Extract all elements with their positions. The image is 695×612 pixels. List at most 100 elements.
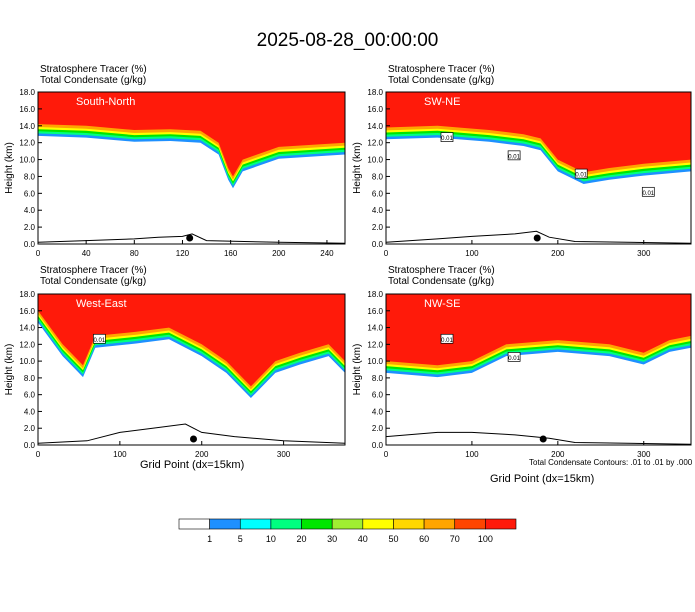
- x-tick-label: 300: [277, 450, 291, 459]
- x-tick-label: 100: [465, 249, 479, 258]
- x-tick-label: 100: [113, 450, 127, 459]
- tracer-band-1: [38, 92, 345, 177]
- y-tick-label: 12.0: [19, 340, 35, 349]
- y-tick-label: 2.0: [24, 223, 36, 232]
- main-title: 2025-08-28_00:00:00: [256, 30, 439, 51]
- y-tick-label: 0.0: [372, 441, 384, 450]
- y-tick-label: 10.0: [367, 357, 383, 366]
- y-tick-label: 12.0: [367, 139, 383, 148]
- x-tick-label: 200: [551, 249, 565, 258]
- plot-frame: [385, 91, 692, 245]
- panel-title: South-North: [76, 96, 135, 108]
- terrain-line: [37, 423, 346, 444]
- y-tick-label: 12.0: [367, 340, 383, 349]
- colorbar-tick-label: 10: [266, 534, 276, 544]
- terrain-line: [385, 230, 692, 244]
- svg-text:0.01: 0.01: [94, 338, 106, 344]
- y-tick-label: 4.0: [372, 206, 384, 215]
- y-tick-label: 6.0: [24, 391, 36, 400]
- y-axis-label: Height (km): [352, 142, 363, 194]
- location-marker: [533, 234, 541, 242]
- y-tick-label: 8.0: [372, 374, 384, 383]
- y-tick-label: 16.0: [367, 307, 383, 316]
- location-marker: [186, 234, 194, 242]
- plot-frame: [385, 293, 692, 446]
- tracer-band-1: [386, 92, 691, 173]
- y-tick-label: 2.0: [24, 424, 36, 433]
- contour-label: 0.01: [507, 352, 521, 362]
- x-tick-label: 240: [320, 249, 334, 258]
- colorbar-tick-label: 60: [419, 534, 429, 544]
- x-axis-label-right: Grid Point (dx=15km): [490, 473, 595, 485]
- y-tick-label: 12.0: [19, 139, 35, 148]
- panel-2-subtitle: Stratosphere Tracer (%) Total Condensate…: [388, 64, 495, 86]
- colorbar-swatch: [393, 518, 425, 530]
- contour-label: 0.01: [574, 168, 588, 179]
- colorbar-swatch: [423, 518, 456, 530]
- y-tick-label: 16.0: [19, 307, 35, 316]
- svg-text:0.01: 0.01: [441, 136, 453, 142]
- colorbar-tick-label: 70: [450, 534, 460, 544]
- panel-title: SW-NE: [424, 96, 460, 108]
- y-tick-label: 18.0: [367, 290, 383, 299]
- colorbar-swatch: [239, 518, 272, 530]
- contour-label: 0.01: [93, 333, 106, 344]
- colorbar-tick-label: 100: [478, 534, 493, 544]
- colorbar-swatch: [362, 518, 394, 530]
- y-tick-label: 0.0: [372, 240, 384, 249]
- panel-1-subtitle: Stratosphere Tracer (%) Total Condensate…: [40, 64, 147, 86]
- svg-text:0.01: 0.01: [508, 154, 520, 160]
- y-axis-label: Height (km): [4, 344, 15, 396]
- colorbar-swatch: [270, 518, 302, 530]
- colorbar-tick-label: 40: [358, 534, 368, 544]
- terrain-line: [37, 233, 346, 244]
- subtitle-condensate: Total Condensate (g/kg): [40, 75, 147, 86]
- y-tick-label: 8.0: [24, 374, 36, 383]
- panel-title: NW-SE: [424, 298, 460, 310]
- y-tick-label: 10.0: [19, 156, 35, 165]
- x-tick-label: 200: [195, 450, 209, 459]
- tracer-band-1: [38, 294, 345, 387]
- y-tick-label: 16.0: [19, 105, 35, 114]
- y-tick-label: 18.0: [19, 88, 35, 97]
- x-tick-label: 200: [551, 450, 565, 459]
- location-marker: [190, 435, 197, 443]
- location-marker: [539, 435, 547, 443]
- y-axis-label: Height (km): [352, 344, 363, 396]
- contour-label: 0.01: [440, 333, 453, 344]
- x-tick-label: 0: [36, 249, 41, 258]
- x-tick-label: 300: [637, 450, 651, 459]
- y-tick-label: 18.0: [19, 290, 35, 299]
- colorbar-tick-label: 50: [388, 534, 398, 544]
- y-tick-label: 6.0: [372, 391, 384, 400]
- y-tick-label: 8.0: [372, 172, 384, 181]
- panel-4: 0.01 0.01 0.0 2.0 4.0 6.0 8.0 10.0 12.0 14.0 16.0 1…: [352, 290, 692, 459]
- y-tick-label: 2.0: [372, 223, 384, 232]
- contour-footnote: Total Condensate Contours: .01 to .01 by…: [529, 458, 693, 467]
- y-tick-label: 10.0: [367, 156, 383, 165]
- panel-3-subtitle: Stratosphere Tracer (%) Total Condensate…: [40, 265, 147, 287]
- colorbar-swatch: [331, 518, 364, 530]
- y-tick-label: 4.0: [372, 407, 384, 416]
- y-tick-label: 4.0: [24, 206, 36, 215]
- colorbar-swatch: [301, 518, 333, 530]
- subtitle-tracer: Stratosphere Tracer (%): [388, 265, 495, 276]
- colorbar-swatch: [178, 518, 210, 530]
- y-tick-label: 16.0: [367, 105, 383, 114]
- panel-title: West-East: [76, 298, 127, 310]
- colorbar-swatch: [209, 518, 241, 530]
- y-tick-label: 10.0: [19, 357, 35, 366]
- subtitle-condensate: Total Condensate (g/kg): [40, 276, 147, 287]
- subtitle-condensate: Total Condensate (g/kg): [388, 75, 495, 86]
- y-tick-label: 4.0: [24, 407, 36, 416]
- y-tick-label: 0.0: [24, 441, 36, 450]
- terrain-line: [385, 431, 692, 445]
- plot-frame: [37, 293, 346, 446]
- x-axis-label-left: Grid Point (dx=15km): [140, 459, 245, 471]
- svg-text:0.01: 0.01: [508, 356, 520, 362]
- contour-label: 0.01: [507, 150, 521, 160]
- colorbar-tick-label: 1: [207, 534, 212, 544]
- panels-layer: 0.0 2.0 4.0 6.0 8.0 10.0 12.0 14.0 16.0 18.0 0 40 80…: [4, 88, 692, 459]
- y-tick-label: 14.0: [367, 122, 383, 131]
- y-tick-label: 2.0: [372, 424, 384, 433]
